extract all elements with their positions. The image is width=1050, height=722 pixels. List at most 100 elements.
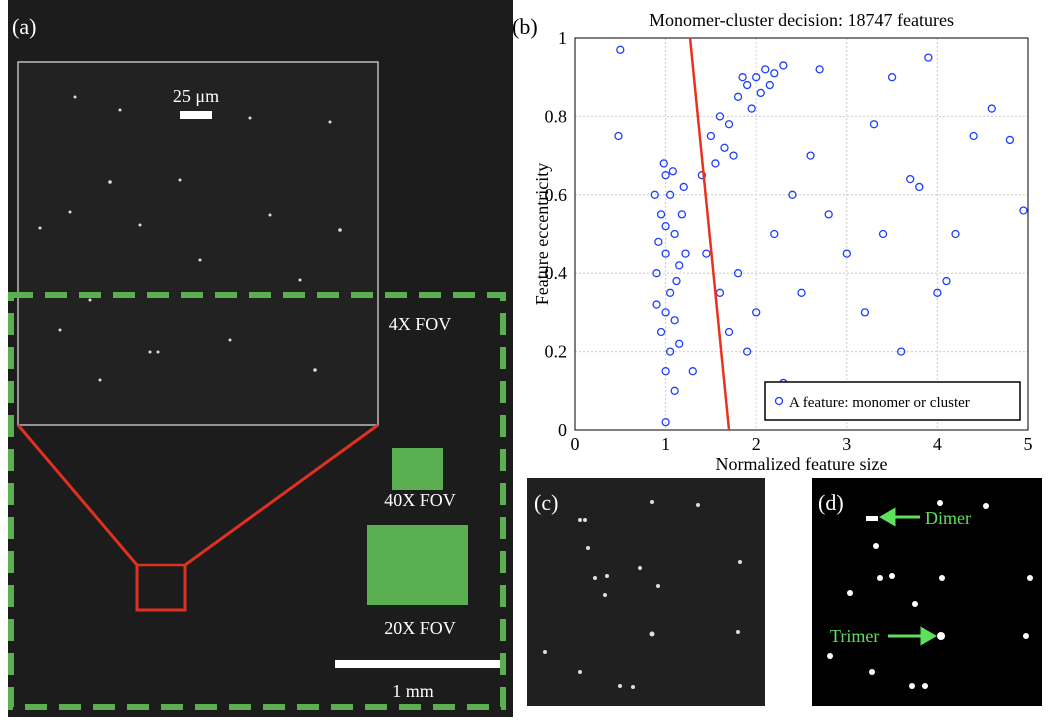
- point: [661, 367, 670, 376]
- point: [815, 65, 824, 74]
- y-tick-label: 0: [558, 420, 567, 440]
- scale-bar: [335, 660, 500, 668]
- point: [720, 143, 729, 152]
- point: [765, 80, 774, 90]
- point: [733, 269, 743, 278]
- inset-particles: [38, 95, 342, 382]
- point: [742, 80, 752, 90]
- x-tick-label: 3: [842, 434, 851, 454]
- plot-area: [575, 38, 1028, 430]
- point: [951, 229, 960, 239]
- annotation: Trimer: [830, 626, 879, 646]
- point: [677, 210, 687, 219]
- particles: [543, 500, 742, 689]
- x-axis-label: Normalized feature size: [716, 454, 888, 474]
- y-tick-label: 1: [558, 28, 567, 48]
- point: [661, 418, 670, 427]
- point: [706, 131, 716, 141]
- panel-label: (c): [534, 490, 558, 515]
- point: [906, 174, 915, 184]
- point: [761, 65, 770, 74]
- point: [779, 61, 788, 70]
- fov-4x-label: 4X FOV: [389, 314, 452, 334]
- y-tick-label: 0.2: [545, 342, 568, 362]
- x-tick-label: 4: [933, 434, 942, 454]
- point: [711, 159, 720, 168]
- x-tick-label: 1: [661, 434, 670, 454]
- point: [824, 210, 833, 219]
- scale-label: 1 mm: [392, 681, 434, 701]
- point: [661, 249, 670, 258]
- point: [969, 131, 978, 141]
- point: [668, 167, 677, 176]
- point: [842, 249, 851, 258]
- point: [659, 159, 668, 168]
- decision-line: [688, 37, 731, 431]
- chart-title: Monomer-cluster decision: 18747 features: [649, 10, 954, 30]
- point: [987, 104, 996, 113]
- annotation: Dimer: [925, 508, 971, 528]
- point: [788, 190, 797, 199]
- point: [887, 73, 897, 82]
- point: [679, 182, 688, 192]
- point: [724, 120, 734, 129]
- point: [797, 288, 806, 297]
- point: [897, 347, 906, 356]
- legend-label: A feature: monomer or cluster: [789, 395, 970, 411]
- point: [670, 316, 679, 325]
- point: [924, 53, 933, 62]
- point: [681, 249, 690, 258]
- point: [675, 261, 684, 270]
- y-axis-label: Feature eccentricity: [532, 163, 552, 305]
- point: [747, 104, 756, 113]
- point: [665, 347, 675, 356]
- point: [869, 120, 879, 129]
- point: [729, 151, 738, 160]
- y-tick-label: 0.8: [545, 106, 568, 126]
- legend-marker: [774, 396, 784, 406]
- fov-20x-label: 20X FOV: [384, 618, 456, 638]
- point: [770, 229, 779, 239]
- point: [661, 222, 670, 231]
- point: [752, 308, 761, 317]
- point: [756, 88, 765, 98]
- point: [652, 300, 661, 309]
- y-tick-label: 0.6: [545, 185, 568, 205]
- point: [616, 45, 625, 54]
- point: [656, 327, 666, 337]
- point: [878, 229, 888, 239]
- fov-4x-box: [8, 292, 506, 710]
- plot-frame: [574, 37, 1029, 431]
- fov-20x-box: [367, 525, 468, 605]
- point: [670, 229, 679, 239]
- point: [860, 308, 870, 317]
- point: [665, 288, 675, 297]
- arrows: [879, 507, 937, 646]
- panel-label: (b): [512, 14, 538, 39]
- point: [614, 131, 623, 141]
- point: [1019, 206, 1028, 215]
- x-tick-label: 0: [571, 434, 580, 454]
- inset-scale-bar: [180, 111, 212, 119]
- point: [1005, 135, 1015, 145]
- legend: [764, 381, 1021, 421]
- point: [733, 92, 743, 101]
- panel-label: (d): [818, 490, 844, 515]
- inset-scale-label: 25 μm: [173, 86, 219, 106]
- x-tick-label: 2: [752, 434, 761, 454]
- point: [942, 276, 951, 286]
- point: [738, 73, 747, 82]
- point: [702, 249, 711, 258]
- point: [915, 182, 924, 192]
- point: [650, 190, 659, 199]
- fov-40x-label: 40X FOV: [384, 490, 456, 510]
- micrograph: [527, 478, 765, 706]
- point: [665, 190, 675, 199]
- x-tick-label: 5: [1024, 434, 1033, 454]
- point: [675, 339, 684, 348]
- point: [661, 171, 670, 180]
- inset: [17, 61, 379, 426]
- fov-40x-box: [392, 448, 443, 490]
- point: [670, 386, 679, 395]
